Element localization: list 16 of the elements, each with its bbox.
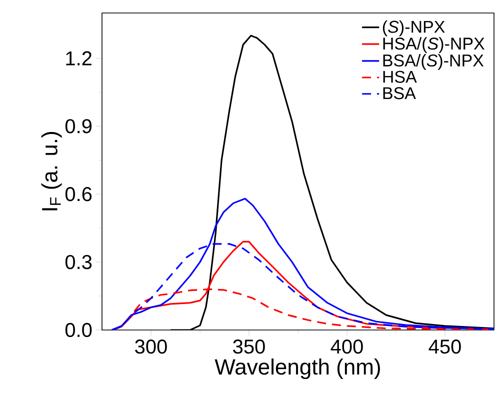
y-tick-label: 0.3 bbox=[65, 254, 92, 270]
y-axis-title: I$_{F}$ (a. u.) bbox=[41, 132, 62, 210]
legend-label: BSA/(S)-NPX bbox=[383, 54, 484, 70]
legend-label: HSA bbox=[383, 70, 417, 83]
x-tick-label: 450 bbox=[428, 340, 461, 354]
x-axis-title: Wavelength (nm) bbox=[214, 358, 380, 380]
y-tick-label: 0.9 bbox=[65, 119, 92, 134]
x-tick-label: 400 bbox=[330, 340, 363, 354]
legend-label: HSA/(S)-NPX bbox=[383, 37, 485, 54]
x-tick-label: 350 bbox=[233, 340, 265, 354]
y-tick-label: 1.2 bbox=[66, 51, 92, 66]
y-tick-label: 0.6 bbox=[65, 187, 92, 202]
legend-label: BSA bbox=[383, 87, 416, 100]
legend-label: (S)-NPX bbox=[382, 20, 445, 36]
y-tick-label: 0.0 bbox=[65, 322, 92, 338]
x-tick-label: 300 bbox=[135, 340, 167, 354]
